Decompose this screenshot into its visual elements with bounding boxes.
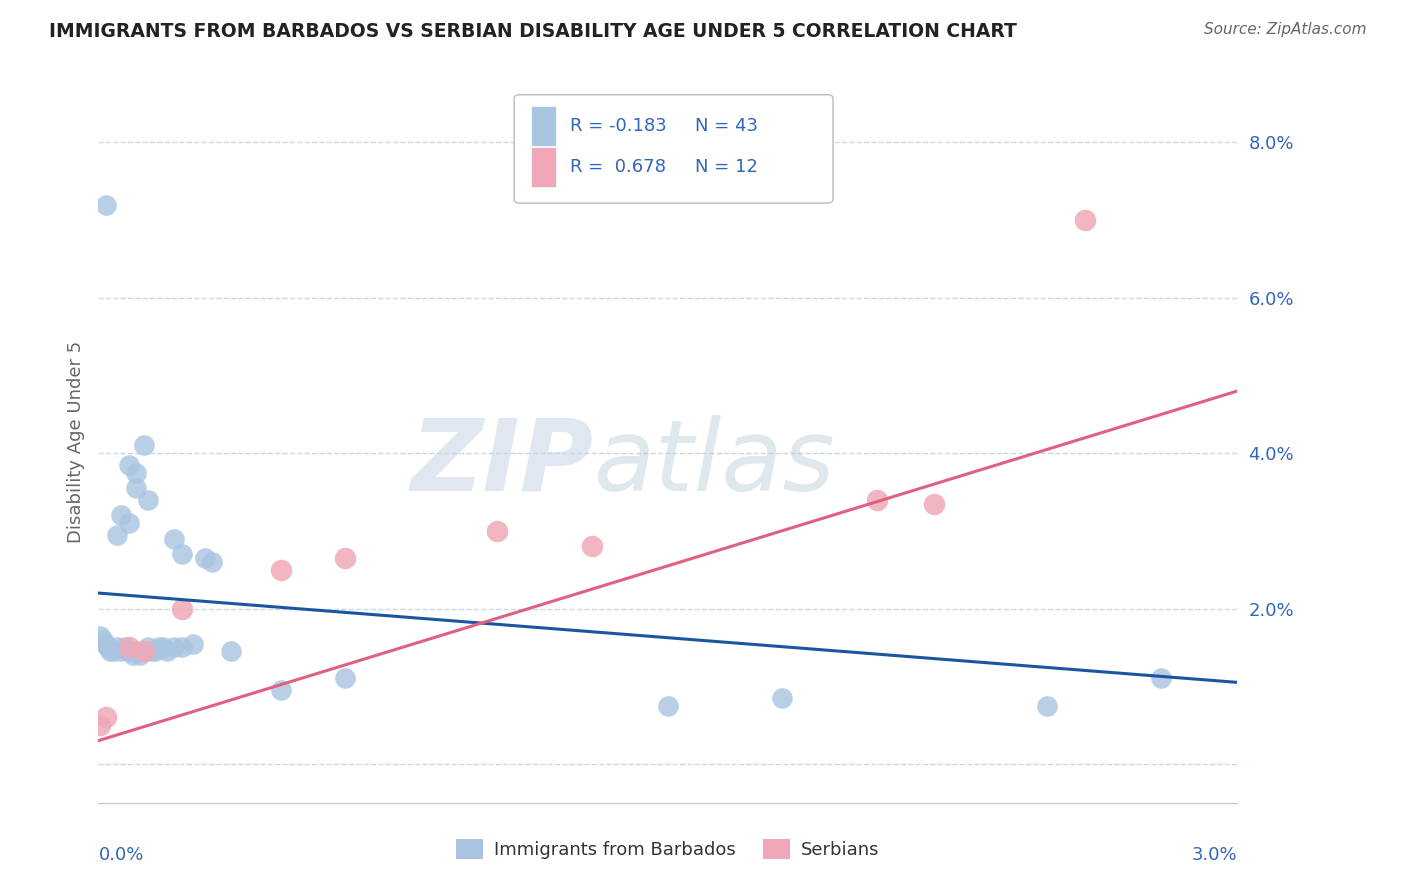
Point: [657, 698, 679, 713]
FancyBboxPatch shape: [515, 95, 832, 203]
FancyBboxPatch shape: [531, 106, 557, 145]
Text: 3.0%: 3.0%: [1192, 846, 1237, 863]
Point: [97, 640, 120, 655]
Point: [1074, 213, 1097, 227]
Point: [201, 555, 224, 569]
Point: [121, 648, 143, 663]
Point: [335, 551, 357, 566]
Point: [132, 644, 155, 658]
Text: IMMIGRANTS FROM BARBADOS VS SERBIAN DISABILITY AGE UNDER 5 CORRELATION CHART: IMMIGRANTS FROM BARBADOS VS SERBIAN DISA…: [49, 22, 1017, 41]
Text: N = 12: N = 12: [695, 158, 758, 176]
Point: [94, 636, 117, 650]
Text: ZIP: ZIP: [411, 415, 593, 512]
Point: [118, 644, 141, 658]
Point: [183, 636, 205, 650]
Point: [486, 524, 509, 538]
Point: [107, 640, 129, 655]
Point: [270, 563, 292, 577]
Point: [170, 640, 193, 655]
Point: [94, 710, 117, 724]
Text: atlas: atlas: [593, 415, 835, 512]
Legend: Immigrants from Barbados, Serbians: Immigrants from Barbados, Serbians: [449, 831, 887, 866]
Text: R = -0.183: R = -0.183: [569, 117, 666, 135]
Point: [125, 481, 148, 495]
Point: [89, 718, 111, 732]
Text: R =  0.678: R = 0.678: [569, 158, 666, 176]
Point: [118, 516, 141, 530]
Point: [103, 644, 125, 658]
Point: [865, 492, 889, 507]
Point: [770, 690, 793, 705]
Point: [1036, 698, 1059, 713]
Point: [148, 640, 170, 655]
Point: [94, 197, 117, 211]
Point: [136, 640, 159, 655]
Point: [163, 532, 186, 546]
Point: [107, 528, 129, 542]
Y-axis label: Disability Age Under 5: Disability Age Under 5: [66, 341, 84, 542]
Point: [91, 632, 114, 647]
Point: [335, 672, 357, 686]
Point: [194, 551, 217, 566]
Point: [110, 508, 132, 523]
Point: [152, 640, 174, 655]
Text: Source: ZipAtlas.com: Source: ZipAtlas.com: [1204, 22, 1367, 37]
Point: [170, 547, 193, 561]
Point: [89, 629, 111, 643]
Point: [270, 683, 292, 698]
FancyBboxPatch shape: [531, 147, 557, 186]
Point: [98, 644, 121, 658]
Point: [163, 640, 186, 655]
Point: [581, 540, 603, 554]
Point: [132, 644, 155, 658]
Point: [145, 644, 166, 658]
Point: [922, 497, 945, 511]
Point: [114, 640, 136, 655]
Point: [129, 648, 152, 663]
Point: [156, 644, 179, 658]
Text: N = 43: N = 43: [695, 117, 758, 135]
Point: [118, 458, 141, 472]
Point: [118, 640, 141, 655]
Text: 0.0%: 0.0%: [98, 846, 143, 863]
Point: [219, 644, 243, 658]
Point: [110, 644, 132, 658]
Point: [1150, 672, 1173, 686]
Point: [132, 438, 155, 452]
Point: [125, 466, 148, 480]
Point: [125, 644, 148, 658]
Point: [170, 601, 193, 615]
Point: [141, 644, 163, 658]
Point: [136, 492, 159, 507]
